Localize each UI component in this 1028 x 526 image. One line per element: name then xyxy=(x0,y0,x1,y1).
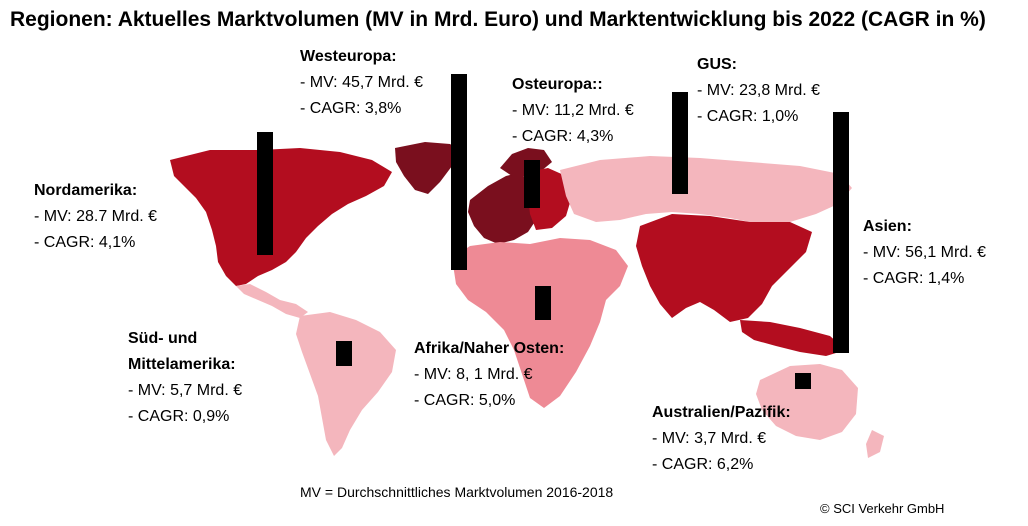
label-gus: GUS: - MV: 23,8 Mrd. € - CAGR: 1,0% xyxy=(697,52,820,130)
region-cagr: - CAGR: 3,8% xyxy=(300,100,402,117)
region-cagr: - CAGR: 0,9% xyxy=(128,408,230,425)
region-mv: - MV: 8, 1 Mrd. € xyxy=(414,366,533,383)
southeast-asia-islands-shape xyxy=(740,320,846,356)
region-cagr: - CAGR: 4,1% xyxy=(34,234,136,251)
footnote: MV = Durchschnittliches Marktvolumen 201… xyxy=(300,484,614,500)
africa-middle-east-shape xyxy=(452,238,628,408)
australia-shape xyxy=(756,364,858,440)
label-suedamerika: Süd- und Mittelamerika: - MV: 5,7 Mrd. €… xyxy=(128,326,242,430)
asia-shape xyxy=(636,214,812,322)
region-name: GUS: xyxy=(697,56,737,73)
region-mv: - MV: 28.7 Mrd. € xyxy=(34,208,157,225)
label-australien: Australien/Pazifik: - MV: 3,7 Mrd. € - C… xyxy=(652,400,791,478)
bar-gus xyxy=(672,92,688,194)
region-name: Asien: xyxy=(863,218,912,235)
region-cagr: - CAGR: 5,0% xyxy=(414,392,516,409)
chart-title: Regionen: Aktuelles Marktvolumen (MV in … xyxy=(10,8,986,31)
region-mv: - MV: 3,7 Mrd. € xyxy=(652,430,767,447)
greenland-shape xyxy=(395,142,462,194)
bar-westeuropa xyxy=(451,74,467,270)
central-america-shape xyxy=(236,284,308,318)
bar-asien xyxy=(833,112,849,353)
region-mv: - MV: 23,8 Mrd. € xyxy=(697,82,820,99)
label-osteuropa: Osteuropa:: - MV: 11,2 Mrd. € - CAGR: 4,… xyxy=(512,72,634,150)
label-asien: Asien: - MV: 56,1 Mrd. € - CAGR: 1,4% xyxy=(863,214,986,292)
bar-suedamerika xyxy=(336,341,352,366)
north-america-shape xyxy=(170,148,392,286)
region-cagr: - CAGR: 6,2% xyxy=(652,456,754,473)
bar-osteuropa xyxy=(524,160,540,208)
region-mv: - MV: 45,7 Mrd. € xyxy=(300,74,423,91)
region-name: Nordamerika: xyxy=(34,182,138,199)
bar-afrika xyxy=(535,286,551,320)
bar-australien xyxy=(795,373,811,389)
region-name: Afrika/Naher Osten: xyxy=(414,340,565,357)
region-name-line2: Mittelamerika: xyxy=(128,356,236,373)
label-nordamerika: Nordamerika: - MV: 28.7 Mrd. € - CAGR: 4… xyxy=(34,178,157,256)
bar-nordamerika xyxy=(257,132,273,255)
region-name: Westeuropa: xyxy=(300,48,397,65)
region-name: Australien/Pazifik: xyxy=(652,404,791,421)
gus-shape xyxy=(560,156,852,224)
region-cagr: - CAGR: 1,4% xyxy=(863,270,965,287)
region-cagr: - CAGR: 4,3% xyxy=(512,128,614,145)
region-cagr: - CAGR: 1,0% xyxy=(697,108,799,125)
region-mv: - MV: 5,7 Mrd. € xyxy=(128,382,243,399)
new-zealand-shape xyxy=(866,430,884,458)
region-name-line1: Süd- und xyxy=(128,330,198,347)
region-mv: - MV: 11,2 Mrd. € xyxy=(512,102,634,119)
western-europe-shape xyxy=(468,172,536,244)
south-america-shape xyxy=(296,312,396,456)
region-name: Osteuropa:: xyxy=(512,76,603,93)
copyright: © SCI Verkehr GmbH xyxy=(820,501,945,516)
region-mv: - MV: 56,1 Mrd. € xyxy=(863,244,986,261)
label-westeuropa: Westeuropa: - MV: 45,7 Mrd. € - CAGR: 3,… xyxy=(300,44,423,122)
label-afrika: Afrika/Naher Osten: - MV: 8, 1 Mrd. € - … xyxy=(414,336,564,414)
